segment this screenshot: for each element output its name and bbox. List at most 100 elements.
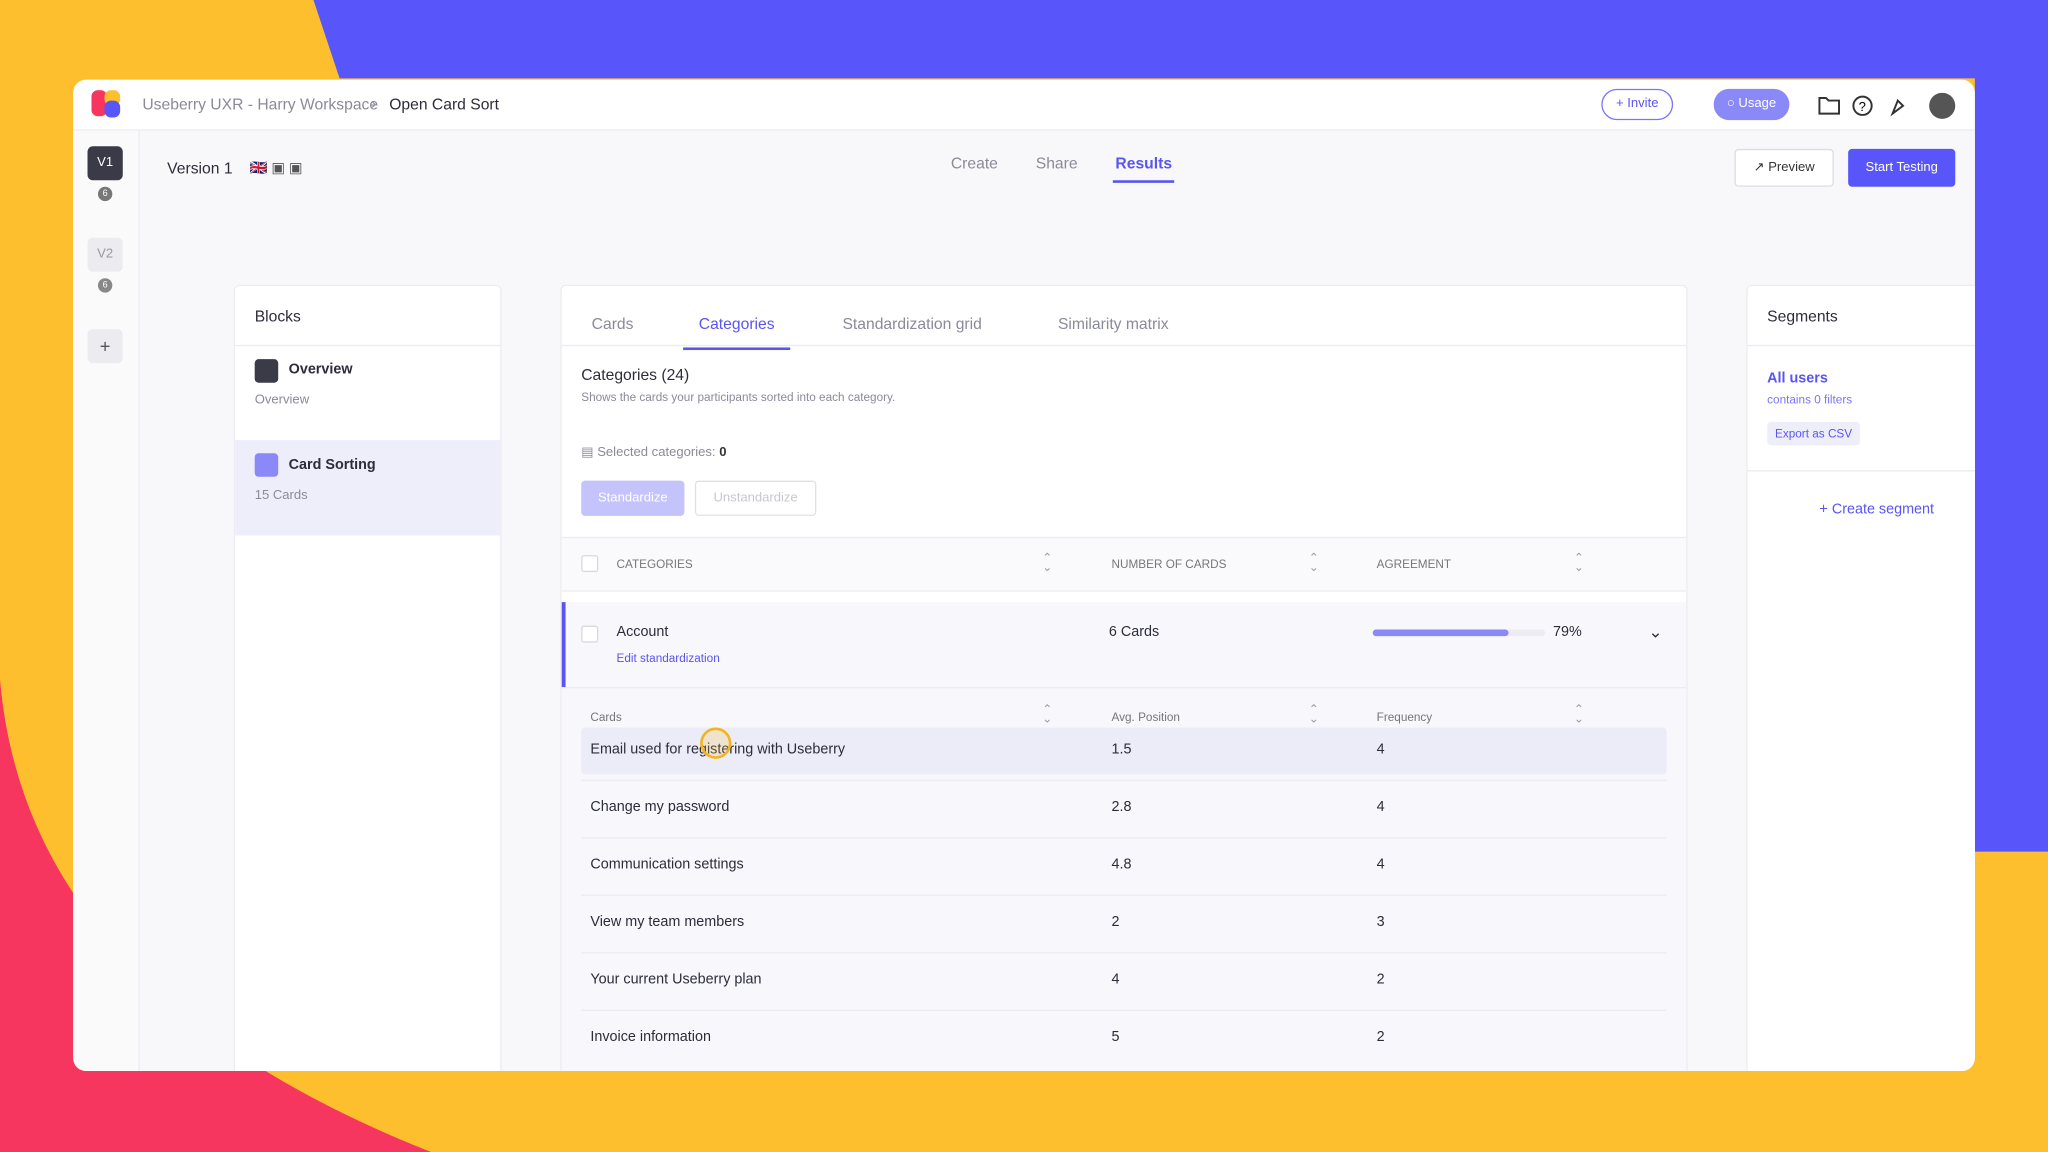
expand-toggle[interactable]: ⌄ (1648, 621, 1663, 642)
version-tab[interactable]: V1 (87, 146, 123, 181)
version-count: 6 (97, 278, 113, 293)
table-header (561, 536, 1687, 592)
cursor-ring (700, 727, 732, 759)
version-icons: 🇬🇧 ▣ ▣ (249, 160, 303, 177)
divider (561, 687, 1687, 689)
invite-button[interactable]: + Invite (1601, 88, 1674, 121)
preview-button[interactable]: ↗ Preview (1734, 148, 1834, 187)
selected-count: 0 (719, 445, 727, 460)
block-name[interactable]: Overview (288, 361, 353, 378)
divider (581, 1009, 1667, 1011)
agreement-bar (1372, 629, 1509, 637)
category-expanded (561, 602, 1687, 1072)
block-icon (254, 359, 279, 383)
create-segment[interactable]: + Create segment (1819, 501, 1935, 518)
unstandardize-button[interactable]: Unstandardize (694, 480, 817, 516)
block-icon (254, 453, 279, 477)
block-sub: Overview (254, 393, 310, 408)
block-selected[interactable] (235, 440, 501, 536)
divider (561, 344, 1687, 347)
logo (91, 90, 121, 118)
panel-title: Segments (1767, 306, 1838, 326)
start-testing-button[interactable]: Start Testing (1848, 148, 1956, 187)
segments-panel: Segments All users contains 0 filters Ex… (1746, 284, 1975, 1072)
divider (1747, 470, 1975, 472)
column-header: AGREEMENT (1376, 557, 1452, 571)
card-cell: Communication settings (590, 856, 744, 873)
edit-link[interactable]: Edit standardization (616, 651, 720, 665)
results-tab[interactable]: Similarity matrix (1057, 314, 1169, 334)
nav-tab[interactable]: Share (1035, 154, 1078, 173)
add-version[interactable]: + (87, 329, 123, 364)
panel-title: Blocks (254, 306, 301, 326)
row-highlight (581, 727, 1667, 775)
sort-icon[interactable]: ⌃ ⌄ (1042, 702, 1053, 725)
svg-text:?: ? (1859, 99, 1866, 114)
divider (581, 779, 1667, 782)
header-icons: ? (1818, 92, 1956, 119)
results-panel: Cards Categories Standardization grid Si… (560, 284, 1688, 1072)
card-column-header: Avg. Position (1111, 710, 1180, 724)
results-tab[interactable]: Categories (683, 315, 791, 351)
app-window: Useberry UXR - Harry Workspace › Open Ca… (73, 79, 1975, 1072)
results-tab[interactable]: Cards (591, 314, 634, 334)
usage-label: Usage (1738, 96, 1777, 112)
sort-icon[interactable]: ⌃ ⌄ (1573, 702, 1584, 725)
version-tab[interactable]: V2 (87, 237, 123, 272)
invite-label: Invite (1627, 96, 1659, 112)
card-cell: 5 (1111, 1029, 1120, 1045)
section-description: Shows the cards your participants sorted… (581, 390, 896, 404)
version-title: Version 1 (167, 159, 233, 178)
category-name[interactable]: Account (616, 624, 669, 640)
selected-text: Selected categories: (597, 445, 716, 460)
card-cell: 3 (1376, 914, 1385, 930)
version-count: 6 (97, 186, 113, 202)
sort-icon[interactable]: ⌃ ⌄ (1573, 551, 1584, 574)
agreement-label: 79% (1552, 624, 1582, 640)
block-name[interactable]: Card Sorting (288, 457, 376, 473)
breadcrumb[interactable]: Useberry UXR - Harry Workspace (142, 95, 379, 114)
section-heading: Categories (24) (581, 365, 690, 384)
usage-button[interactable]: ○ Usage (1713, 88, 1790, 121)
card-cell: 4 (1111, 971, 1120, 988)
card-column-header: Frequency (1376, 710, 1433, 724)
nav-tab[interactable]: Results (1112, 154, 1175, 183)
standardize-button[interactable]: Standardize (581, 480, 685, 516)
column-header: NUMBER OF CARDS (1111, 557, 1227, 571)
sort-icon[interactable]: ⌃ ⌄ (1042, 551, 1053, 574)
top-bar: Useberry UXR - Harry Workspace › Open Ca… (73, 80, 1975, 131)
card-cell: 4.8 (1111, 856, 1132, 873)
version-rail: V1 6 V2 6 + (73, 130, 140, 1072)
card-cell: 2 (1376, 1029, 1385, 1045)
card-cell: 4 (1376, 856, 1385, 873)
divider (581, 894, 1667, 896)
segment-name[interactable]: All users (1767, 370, 1828, 387)
sort-icon[interactable]: ⌃ ⌄ (1308, 551, 1319, 574)
card-cell: 1.5 (1111, 741, 1132, 758)
card-count: 6 Cards (1108, 624, 1160, 640)
card-cell: 4 (1376, 741, 1385, 758)
preview-label: Preview (1768, 160, 1815, 176)
results-tab[interactable]: Standardization grid (842, 314, 982, 334)
segment-filters: contains 0 filters (1767, 393, 1853, 407)
workspace: Version 1 🇬🇧 ▣ ▣ Create Share Results ↗ … (139, 130, 1975, 1072)
create-segment-label: Create segment (1831, 501, 1935, 518)
nav-tab[interactable]: Create (950, 154, 998, 173)
card-cell: 4 (1376, 799, 1385, 816)
checkbox[interactable] (581, 555, 599, 573)
card-cell: 2 (1111, 914, 1120, 930)
blocks-panel: Blocks Overview Overview Card Sorting 15… (233, 284, 502, 1072)
card-cell: Your current Useberry plan (590, 971, 762, 988)
divider (581, 837, 1667, 839)
checkbox[interactable] (581, 625, 599, 643)
card-cell: 2.8 (1111, 799, 1132, 816)
selected-label: ▤ Selected categories: 0 (581, 445, 727, 460)
column-header: CATEGORIES (616, 557, 693, 571)
export-button[interactable]: Export as CSV (1767, 421, 1860, 446)
breadcrumb-sep: › (370, 94, 377, 113)
card-cell: 2 (1376, 971, 1385, 988)
sort-icon[interactable]: ⌃ ⌄ (1308, 702, 1319, 725)
divider (1747, 344, 1975, 347)
